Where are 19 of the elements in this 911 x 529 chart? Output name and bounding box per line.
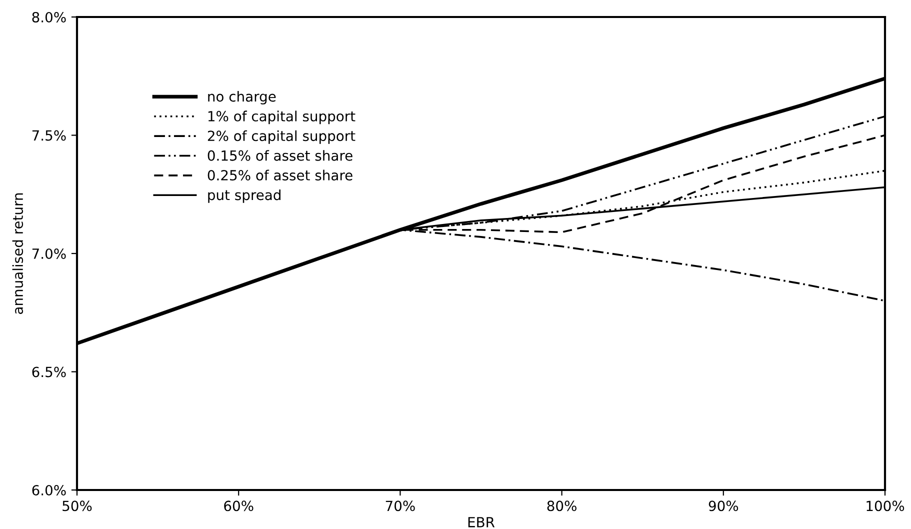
- y-tick-label: 7.0%: [32, 248, 66, 259]
- legend-label: 2% of capital support: [208, 130, 356, 144]
- y-tick-label: 8.0%: [32, 12, 66, 22]
- legend-label: no charge: [208, 90, 276, 104]
- legend-label: 1% of capital support: [208, 110, 356, 124]
- y-tick-label: 6.0%: [32, 484, 66, 496]
- x-tick-label: 80%: [547, 500, 576, 512]
- legend-label: 0.25% of asset share: [208, 170, 352, 181]
- x-tick-label: 50%: [62, 500, 92, 512]
- legend-label: put spread: [208, 189, 280, 203]
- y-tick-label: 7.5%: [32, 130, 66, 141]
- x-tick-label: 100%: [866, 500, 904, 512]
- y-axis-title: annualised return: [12, 193, 24, 314]
- x-axis-title: EBR: [468, 517, 495, 528]
- x-tick-label: 90%: [708, 500, 738, 512]
- x-tick-label: 60%: [224, 500, 254, 512]
- y-tick-label: 6.5%: [32, 366, 66, 378]
- x-tick-label: 70%: [386, 500, 415, 512]
- legend-label: 0.15% of asset share: [208, 150, 352, 161]
